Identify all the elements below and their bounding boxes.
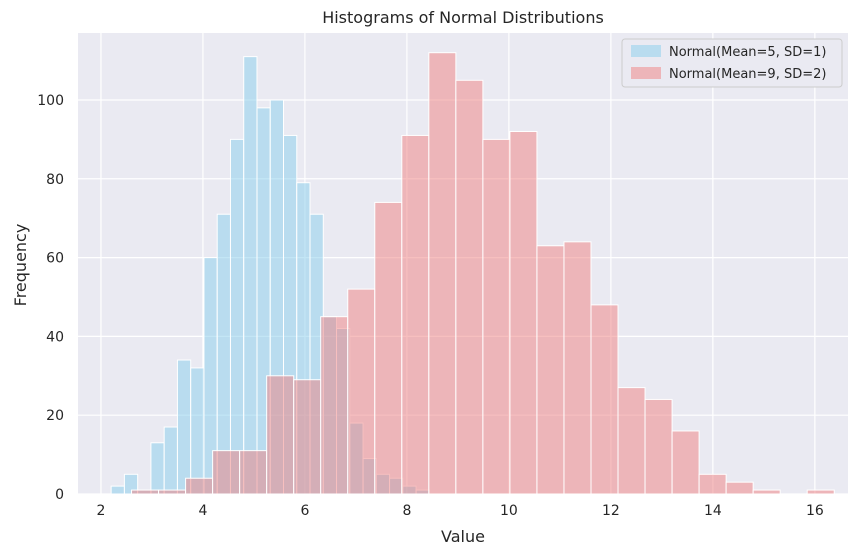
- x-tick-label: 6: [300, 503, 309, 519]
- series-2-bars: [131, 52, 835, 495]
- histogram-bar: [243, 56, 258, 495]
- histogram-bar: [698, 473, 727, 495]
- x-tick-label: 8: [402, 503, 411, 519]
- histogram-bar: [536, 245, 565, 495]
- histogram-bar: [374, 201, 403, 495]
- y-tick-label: 20: [46, 408, 64, 424]
- histogram-bar: [455, 79, 484, 495]
- x-axis-title: Value: [441, 527, 485, 546]
- histogram-bar: [725, 481, 754, 495]
- histogram-bar: [190, 367, 205, 495]
- histogram-bar: [509, 131, 538, 495]
- histogram-bar: [293, 379, 322, 495]
- chart-title: Histograms of Normal Distributions: [322, 8, 604, 27]
- histogram-bar: [401, 134, 430, 495]
- legend-label-series-2: Normal(Mean=9, SD=2): [669, 67, 826, 82]
- legend-swatch-series-2: [631, 67, 661, 79]
- histogram-bar: [590, 304, 619, 495]
- histogram-bar: [229, 138, 245, 495]
- histogram-bars: [110, 52, 835, 495]
- y-tick-label: 0: [55, 487, 64, 503]
- axis-ticks: 2 4 6 8 10 12 14 16 0 20 40 60 80 100: [37, 93, 824, 519]
- histogram-bar: [347, 288, 376, 495]
- histogram-bar: [752, 489, 781, 495]
- histogram-bar: [185, 477, 214, 495]
- histogram-bar: [644, 398, 673, 495]
- histogram-bar: [266, 375, 295, 495]
- histogram-bar: [131, 489, 160, 495]
- histogram-bar: [163, 426, 178, 495]
- x-tick-label: 16: [806, 503, 824, 519]
- x-tick-label: 4: [198, 503, 207, 519]
- x-tick-label: 10: [500, 503, 518, 519]
- histogram-bar: [563, 241, 592, 495]
- histogram-bar: [158, 489, 187, 495]
- x-tick-label: 12: [602, 503, 620, 519]
- histogram-bar: [110, 485, 125, 495]
- histogram-bar: [150, 442, 165, 495]
- y-tick-label: 100: [37, 93, 64, 109]
- y-tick-label: 80: [46, 172, 64, 188]
- x-tick-label: 2: [96, 503, 105, 519]
- histogram-bar: [176, 359, 192, 495]
- histogram-bar: [671, 430, 700, 495]
- histogram-bar: [239, 450, 268, 495]
- histogram-bar: [617, 387, 646, 495]
- y-axis-title: Frequency: [11, 224, 30, 307]
- histogram-bar: [212, 450, 241, 495]
- y-tick-label: 40: [46, 329, 64, 345]
- legend: Normal(Mean=5, SD=1) Normal(Mean=9, SD=2…: [621, 38, 843, 88]
- legend-frame: [621, 38, 843, 88]
- histogram-bar: [806, 489, 835, 495]
- y-tick-label: 60: [46, 251, 64, 267]
- legend-swatch-series-1: [631, 45, 661, 57]
- histogram-bar: [482, 138, 511, 495]
- x-tick-label: 14: [704, 503, 722, 519]
- histogram-bar: [428, 52, 457, 495]
- histogram-bar: [123, 473, 139, 495]
- legend-label-series-1: Normal(Mean=5, SD=1): [669, 45, 826, 60]
- histogram-bar: [320, 316, 349, 495]
